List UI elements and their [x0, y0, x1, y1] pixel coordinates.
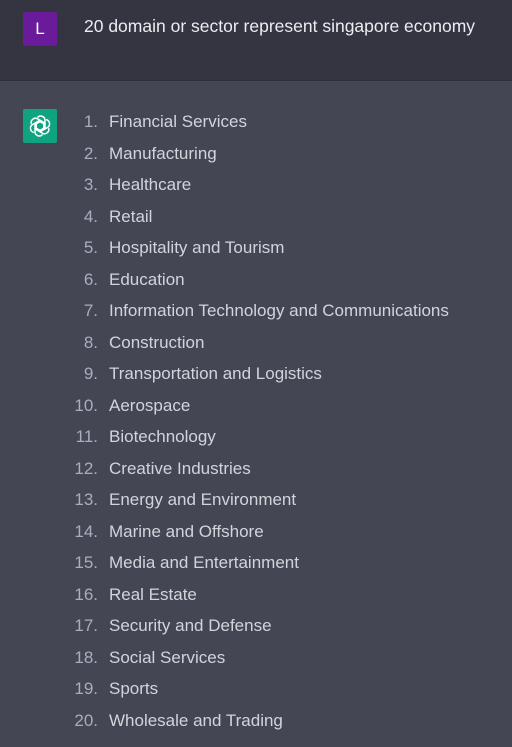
user-avatar: L: [23, 12, 57, 46]
openai-logo-icon: [29, 115, 51, 137]
list-item-number: 6.: [83, 269, 98, 289]
list-item-label: Manufacturing: [109, 143, 217, 163]
list-item-number: 14.: [74, 521, 98, 541]
list-item-number: 7.: [83, 301, 98, 320]
list-item-label: Retail: [109, 206, 153, 226]
list-item-label: Social Services: [109, 647, 226, 667]
list-item-label: Energy and Environment: [109, 490, 297, 509]
list-item-number: 18.: [74, 647, 98, 667]
list-item: 15. Media and Entertainment: [0, 553, 512, 585]
list-item: 12. Creative Industries: [0, 459, 512, 491]
list-item-number: 12.: [74, 458, 98, 478]
list-item: 13. Energy and Environment: [0, 490, 512, 522]
list-item-number: 10.: [74, 395, 98, 415]
list-item-label: Sports: [109, 679, 159, 698]
list-item-label: Healthcare: [109, 175, 192, 194]
list-item: 14. Marine and Offshore: [0, 522, 512, 554]
list-item: 8. Construction: [0, 333, 512, 365]
list-item-label: Transportation and Logistics: [109, 364, 322, 383]
list-item-number: 4.: [83, 206, 98, 226]
list-item-number: 1.: [83, 112, 98, 131]
list-item-number: 19.: [74, 679, 98, 698]
list-item-number: 3.: [83, 175, 98, 194]
user-avatar-letter: L: [35, 19, 45, 38]
list-item: 1. Financial Services: [0, 112, 512, 144]
list-item: 3. Healthcare: [0, 175, 512, 207]
list-item: 2. Manufacturing: [0, 144, 512, 176]
list-item-number: 11.: [75, 427, 98, 446]
list-item: 16. Real Estate: [0, 585, 512, 617]
list-item-number: 2.: [83, 143, 98, 163]
list-item: 10. Aerospace: [0, 396, 512, 428]
list-item-label: Financial Services: [109, 112, 247, 131]
list-item: 7. Information Technology and Communicati…: [0, 301, 512, 333]
list-item: 4. Retail: [0, 207, 512, 239]
list-item: 11. Biotechnology: [0, 427, 512, 459]
list-item-number: 16.: [74, 584, 98, 604]
list-item-label: Media and Entertainment: [109, 553, 299, 572]
list-item: 18. Social Services: [0, 648, 512, 680]
list-item-label: Hospitality and Tourism: [109, 238, 285, 257]
assistant-message-row: 1. Financial Services 2. Manufacturing 3. Hea…: [0, 81, 512, 747]
list-item-label: Information Technology and Communication…: [109, 301, 449, 320]
list-item-label: Education: [109, 269, 185, 289]
list-item-label: Real Estate: [109, 584, 197, 604]
list-item-label: Aerospace: [109, 395, 191, 415]
list-item-label: Security and Defense: [109, 616, 272, 635]
list-item-number: 5.: [83, 238, 98, 257]
list-item-number: 13.: [74, 490, 98, 509]
list-item: 20. Wholesale and Trading: [0, 711, 512, 743]
list-item-label: Biotechnology: [109, 427, 216, 446]
sector-list: 1. Financial Services 2. Manufacturing 3. Hea…: [0, 112, 512, 742]
list-item-number: 17.: [74, 616, 98, 635]
list-item: 17. Security and Defense: [0, 616, 512, 648]
user-message-text: 20 domain or sector represent singapore …: [84, 16, 476, 36]
list-item-number: 8.: [83, 332, 98, 352]
list-item-label: Creative Industries: [109, 458, 251, 478]
list-item: 5. Hospitality and Tourism: [0, 238, 512, 270]
assistant-avatar: [23, 109, 57, 143]
list-item: 6. Education: [0, 270, 512, 302]
list-item-number: 20.: [74, 710, 98, 730]
list-item-label: Wholesale and Trading: [109, 710, 283, 730]
list-item-number: 9.: [83, 364, 98, 383]
user-message-row: L 20 domain or sector represent singapor…: [0, 0, 512, 81]
list-item-label: Construction: [109, 332, 205, 352]
list-item-label: Marine and Offshore: [109, 521, 264, 541]
list-item: 9. Transportation and Logistics: [0, 364, 512, 396]
list-item: 19. Sports: [0, 679, 512, 711]
list-item-number: 15.: [74, 553, 98, 572]
